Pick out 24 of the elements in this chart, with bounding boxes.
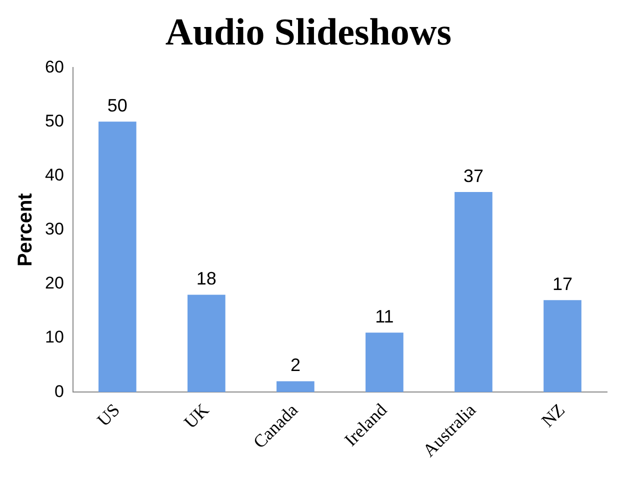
y-tick-label: 30 [44,220,64,239]
bar [544,300,582,392]
chart-title: Audio Slideshows [165,12,452,54]
y-tick-label: 0 [54,382,64,401]
data-label: 17 [552,274,573,294]
data-label: 2 [290,355,300,376]
y-tick-label: 60 [44,57,64,76]
bar [188,294,226,392]
y-tick-label: 50 [44,111,64,130]
y-tick-label: 40 [44,165,64,184]
data-label: 11 [375,306,394,327]
y-tick-label: 20 [44,274,64,293]
data-label: 18 [196,268,216,289]
bar [454,192,492,392]
y-tick-label: 10 [44,328,64,347]
bar [276,381,314,392]
x-tick-label: US [93,400,124,430]
x-tick-label: UK [180,400,213,432]
data-label: 50 [107,96,128,116]
x-tick-label: NZ [538,400,569,431]
bar [98,122,136,392]
bar [366,332,404,392]
data-label: 37 [463,166,484,186]
y-axis-title: Percent [14,192,37,267]
